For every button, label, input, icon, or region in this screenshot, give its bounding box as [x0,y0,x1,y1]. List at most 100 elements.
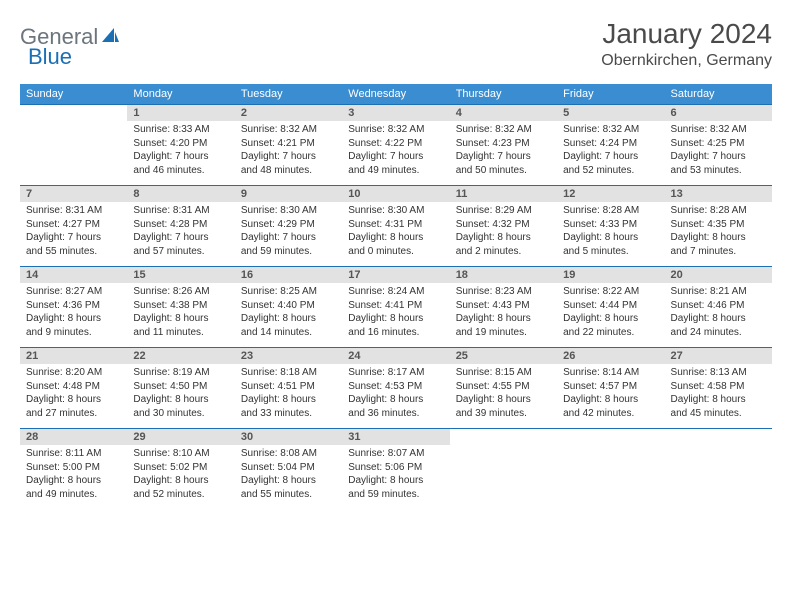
daylight-text-2: and 46 minutes. [133,164,228,178]
daylight-text-2: and 33 minutes. [241,407,336,421]
day-cell: Sunrise: 8:21 AMSunset: 4:46 PMDaylight:… [665,283,772,348]
day-number: 7 [20,186,127,203]
day-cell: Sunrise: 8:14 AMSunset: 4:57 PMDaylight:… [557,364,664,429]
daylight-text-2: and 5 minutes. [563,245,658,259]
day-cell [20,121,127,186]
day-cell: Sunrise: 8:32 AMSunset: 4:24 PMDaylight:… [557,121,664,186]
day-number: 6 [665,105,772,122]
sunrise-text: Sunrise: 8:28 AM [563,204,658,218]
day-header: Monday [127,84,234,105]
sunrise-text: Sunrise: 8:32 AM [241,123,336,137]
daylight-text-1: Daylight: 7 hours [26,231,121,245]
day-number: 13 [665,186,772,203]
day-number: 8 [127,186,234,203]
day-header: Thursday [450,84,557,105]
day-number: 11 [450,186,557,203]
calendar-table: SundayMondayTuesdayWednesdayThursdayFrid… [20,84,772,509]
day-cell: Sunrise: 8:30 AMSunset: 4:31 PMDaylight:… [342,202,449,267]
day-number: 27 [665,348,772,365]
sunrise-text: Sunrise: 8:18 AM [241,366,336,380]
day-number: 30 [235,429,342,446]
daylight-text-1: Daylight: 8 hours [456,312,551,326]
daylight-text-1: Daylight: 8 hours [563,231,658,245]
daylight-text-2: and 59 minutes. [241,245,336,259]
day-cell: Sunrise: 8:33 AMSunset: 4:20 PMDaylight:… [127,121,234,186]
daylight-text-2: and 30 minutes. [133,407,228,421]
sunset-text: Sunset: 5:04 PM [241,461,336,475]
day-cell [557,445,664,509]
daylight-text-2: and 45 minutes. [671,407,766,421]
daylight-text-1: Daylight: 7 hours [241,231,336,245]
sunset-text: Sunset: 5:06 PM [348,461,443,475]
day-number: 3 [342,105,449,122]
daylight-text-1: Daylight: 8 hours [241,393,336,407]
sunrise-text: Sunrise: 8:30 AM [348,204,443,218]
day-number [450,429,557,446]
daylight-text-1: Daylight: 7 hours [133,150,228,164]
day-cell: Sunrise: 8:19 AMSunset: 4:50 PMDaylight:… [127,364,234,429]
daylight-text-1: Daylight: 8 hours [563,312,658,326]
title-block: January 2024 Obernkirchen, Germany [601,18,772,70]
sunset-text: Sunset: 4:20 PM [133,137,228,151]
day-cell: Sunrise: 8:18 AMSunset: 4:51 PMDaylight:… [235,364,342,429]
daylight-text-2: and 27 minutes. [26,407,121,421]
sunrise-text: Sunrise: 8:32 AM [348,123,443,137]
daylight-text-1: Daylight: 8 hours [671,393,766,407]
day-cell: Sunrise: 8:11 AMSunset: 5:00 PMDaylight:… [20,445,127,509]
sunset-text: Sunset: 4:55 PM [456,380,551,394]
day-cell: Sunrise: 8:27 AMSunset: 4:36 PMDaylight:… [20,283,127,348]
sunrise-text: Sunrise: 8:10 AM [133,447,228,461]
day-number: 12 [557,186,664,203]
month-title: January 2024 [601,18,772,50]
sunrise-text: Sunrise: 8:25 AM [241,285,336,299]
daylight-text-1: Daylight: 7 hours [241,150,336,164]
day-cell: Sunrise: 8:29 AMSunset: 4:32 PMDaylight:… [450,202,557,267]
sunrise-text: Sunrise: 8:21 AM [671,285,766,299]
day-header: Sunday [20,84,127,105]
sunset-text: Sunset: 4:33 PM [563,218,658,232]
day-number: 20 [665,267,772,284]
daylight-text-2: and 2 minutes. [456,245,551,259]
daylight-text-1: Daylight: 8 hours [348,312,443,326]
daylight-text-1: Daylight: 7 hours [563,150,658,164]
daylight-text-1: Daylight: 8 hours [241,312,336,326]
day-cell: Sunrise: 8:25 AMSunset: 4:40 PMDaylight:… [235,283,342,348]
daylight-text-1: Daylight: 8 hours [563,393,658,407]
day-cell [450,445,557,509]
daylight-text-2: and 0 minutes. [348,245,443,259]
daylight-text-2: and 7 minutes. [671,245,766,259]
daylight-text-2: and 9 minutes. [26,326,121,340]
day-cell: Sunrise: 8:26 AMSunset: 4:38 PMDaylight:… [127,283,234,348]
sunrise-text: Sunrise: 8:19 AM [133,366,228,380]
daylight-text-1: Daylight: 8 hours [671,231,766,245]
day-header: Saturday [665,84,772,105]
sunset-text: Sunset: 4:51 PM [241,380,336,394]
day-cell: Sunrise: 8:28 AMSunset: 4:35 PMDaylight:… [665,202,772,267]
daylight-text-1: Daylight: 8 hours [241,474,336,488]
sunrise-text: Sunrise: 8:32 AM [456,123,551,137]
sunrise-text: Sunrise: 8:28 AM [671,204,766,218]
daylight-text-1: Daylight: 8 hours [133,393,228,407]
daylight-text-1: Daylight: 8 hours [348,393,443,407]
day-number-row: 14151617181920 [20,267,772,284]
day-number [20,105,127,122]
day-cell: Sunrise: 8:31 AMSunset: 4:28 PMDaylight:… [127,202,234,267]
sunrise-text: Sunrise: 8:23 AM [456,285,551,299]
sunrise-text: Sunrise: 8:32 AM [563,123,658,137]
day-number: 18 [450,267,557,284]
location: Obernkirchen, Germany [601,52,772,70]
sunrise-text: Sunrise: 8:32 AM [671,123,766,137]
sunset-text: Sunset: 4:21 PM [241,137,336,151]
sunset-text: Sunset: 4:28 PM [133,218,228,232]
logo-text-2: Blue [28,44,72,70]
day-content-row: Sunrise: 8:27 AMSunset: 4:36 PMDaylight:… [20,283,772,348]
day-number-row: 21222324252627 [20,348,772,365]
sunset-text: Sunset: 4:43 PM [456,299,551,313]
day-number: 28 [20,429,127,446]
day-cell: Sunrise: 8:15 AMSunset: 4:55 PMDaylight:… [450,364,557,429]
daylight-text-2: and 11 minutes. [133,326,228,340]
sunrise-text: Sunrise: 8:24 AM [348,285,443,299]
sunset-text: Sunset: 4:36 PM [26,299,121,313]
day-number: 26 [557,348,664,365]
day-cell: Sunrise: 8:24 AMSunset: 4:41 PMDaylight:… [342,283,449,348]
